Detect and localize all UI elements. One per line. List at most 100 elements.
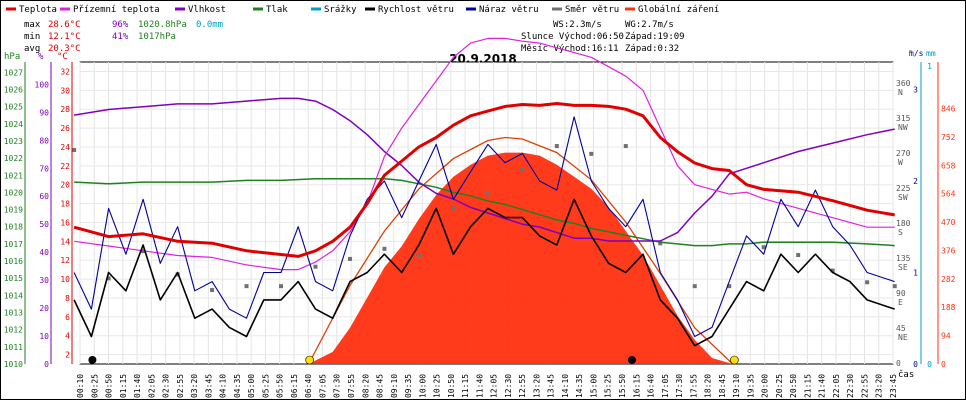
axis-speed-tick: 1	[913, 268, 918, 277]
series-wind-direction-point	[485, 190, 490, 195]
axis-radiation-tick: 564	[941, 190, 956, 199]
x-tick: 07:05	[318, 374, 327, 398]
axis-pressure-tick: 1015	[4, 274, 23, 283]
x-tick: 02:55	[176, 374, 185, 398]
x-tick: 00:10	[76, 374, 85, 398]
axis-speed-tick: 2	[913, 177, 918, 186]
axis-pressure-tick: 1027	[4, 68, 23, 77]
x-tick: 12:30	[504, 374, 513, 398]
x-tick: 15:25	[604, 374, 613, 398]
stat-max-temp: 28.6°C	[48, 20, 81, 30]
info-sun: Slunce Východ:06:50	[521, 32, 624, 42]
x-tick: 22:05	[832, 374, 841, 398]
series-wind-direction-point	[210, 288, 215, 293]
axis-radiation-tick: 846	[941, 105, 956, 114]
axis-direction-tick: 45	[896, 324, 906, 333]
legend-label: Srážky	[324, 5, 357, 15]
legend-label: Tlak	[266, 5, 288, 15]
x-tick: 20:50	[789, 374, 798, 398]
series-theoretical-radiation	[308, 136, 734, 365]
x-tick: 18:20	[704, 374, 713, 398]
x-tick: 14:10	[561, 374, 570, 398]
axis-humidity-tick: 20	[39, 304, 49, 313]
axis-direction-label: S	[898, 228, 903, 237]
stat-max-rain: 0.0mm	[196, 20, 223, 30]
x-tick: 05:00	[247, 374, 256, 398]
axis-direction-tick: 225	[896, 184, 911, 193]
series-wind-direction-point	[658, 241, 663, 246]
axis-direction-tick: 180	[896, 219, 911, 228]
series-temperature	[73, 102, 895, 258]
sun-marker	[305, 355, 314, 365]
axis-humidity-tick: 100	[35, 80, 50, 89]
series-wind-direction-point	[727, 284, 732, 289]
axis-speed-tick: 0	[913, 360, 918, 369]
x-tick: 10:25	[433, 374, 442, 398]
series-radiation-area	[308, 152, 733, 364]
axis-pressure-tick: 1017	[4, 240, 23, 249]
axis-pressure-tick: 1010	[4, 360, 23, 369]
x-tick: 08:20	[361, 374, 370, 398]
axis-pressure-tick: 1018	[4, 223, 23, 232]
x-tick: 06:15	[290, 374, 299, 398]
series-wind-direction-point	[520, 167, 525, 172]
series-pressure	[74, 177, 895, 247]
series-wind-direction-point	[72, 147, 77, 152]
x-tick: 19:10	[732, 374, 741, 398]
x-tick: 05:25	[261, 374, 270, 398]
series-wind-direction-point	[347, 256, 352, 261]
legend-label: Teplota	[19, 5, 57, 15]
x-tick: 00:50	[105, 374, 114, 398]
x-tick: 21:40	[818, 374, 827, 398]
x-tick: 03:20	[190, 374, 199, 398]
series-wind-direction-point	[761, 245, 766, 250]
axis-direction-tick: 270	[896, 149, 911, 158]
axis-direction-label: NE	[898, 333, 908, 342]
series-wind-direction-point	[279, 284, 284, 289]
axis-humidity-title: %	[38, 52, 44, 62]
axis-humidity-tick: 40	[39, 248, 49, 257]
axis-humidity-tick: 60	[39, 192, 49, 201]
x-tick: 15:00	[589, 374, 598, 398]
axis-temperature-tick: 18	[60, 200, 70, 209]
axis-radiation-tick: 282	[941, 275, 956, 284]
sun-marker	[730, 355, 739, 365]
axis-temperature-tick: 28	[60, 105, 70, 114]
x-tick: 23:20	[875, 374, 884, 398]
axis-temperature-tick: 10	[60, 275, 70, 284]
axis-humidity-tick: 10	[39, 332, 49, 341]
info-block: WS:2.3m/s WG:2.7m/s Slunce Východ:06:50 …	[521, 20, 685, 54]
axis-temperature-title: °C	[57, 52, 68, 62]
x-tick: 00:25	[90, 374, 99, 398]
stat-max-label: max	[24, 20, 41, 30]
axis-direction-tick: 90	[896, 289, 906, 298]
axis-pressure-tick: 1013	[4, 309, 23, 318]
stat-max-press: 1020.8hPa	[138, 20, 187, 30]
info-ws: WS:2.3m/s	[553, 20, 602, 30]
series-wind-direction-point	[796, 253, 801, 258]
axis-temperature-tick: 14	[60, 237, 70, 246]
axis-temperature-tick: 4	[65, 332, 70, 341]
series-wind-direction-point	[106, 276, 111, 281]
axis-direction-label: E	[898, 298, 903, 307]
x-tick: 21:15	[803, 374, 812, 398]
info-sun-set: Západ:19:09	[625, 32, 685, 42]
x-tick: 16:40	[647, 374, 656, 398]
stats-block: max 28.6°C 96% 1020.8hPa 0.0mm min 12.1°…	[24, 20, 223, 54]
x-tick: 17:30	[675, 374, 684, 398]
axis-direction-label: N	[898, 88, 903, 97]
axis-rain-tick: 1	[927, 62, 932, 71]
x-tick: 01:40	[133, 374, 142, 398]
axis-temperature-tick: 2	[65, 351, 70, 360]
axis-pressure-tick: 1026	[4, 85, 23, 94]
x-tick: 11:15	[461, 374, 470, 398]
axis-direction-tick: 135	[896, 254, 911, 263]
axis-radiation-tick: 188	[941, 303, 956, 312]
x-tick: 13:45	[547, 374, 556, 398]
axis-radiation-tick: 470	[941, 218, 956, 227]
x-tick: 10:00	[418, 374, 427, 398]
axis-humidity-tick: 70	[39, 164, 49, 173]
axis-temperature-tick: 8	[65, 294, 70, 303]
series-wind-direction-point	[416, 253, 421, 258]
x-tick: 05:50	[276, 374, 285, 398]
